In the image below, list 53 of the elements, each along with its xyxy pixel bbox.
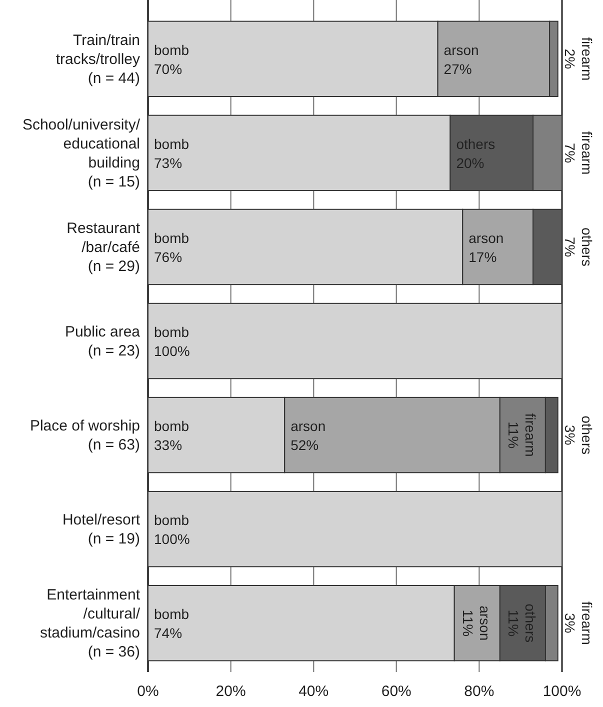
data-label: 27% xyxy=(444,60,472,77)
text: bomb xyxy=(154,512,190,528)
data-label: 11% xyxy=(506,422,522,449)
data-label: 3% xyxy=(562,612,578,634)
text: bomb xyxy=(154,324,190,340)
text: firearm xyxy=(579,601,595,645)
text: firearm xyxy=(579,131,595,175)
data-label: 100% xyxy=(154,531,190,548)
text: arson xyxy=(477,606,494,641)
data-label: 70% xyxy=(154,60,182,77)
data-label: 7% xyxy=(562,142,578,164)
text: bomb xyxy=(154,136,190,152)
text: firearm xyxy=(579,37,595,81)
y-tick-label: Place of worship (n = 63) xyxy=(30,418,140,454)
data-label: 74% xyxy=(154,625,182,642)
data-label: 17% xyxy=(468,248,497,265)
series-label: arson xyxy=(444,42,479,58)
x-tick-label: 20% xyxy=(216,683,246,700)
data-label: 3% xyxy=(562,424,578,446)
x-tick-label: 80% xyxy=(464,683,494,700)
y-tick-label: Public area (n = 23) xyxy=(64,324,141,360)
y-tick-label: Train/train tracks/trolley (n = 44) xyxy=(56,32,140,87)
text: arson xyxy=(290,418,326,434)
y-tick-label: School/university/ educational building (n = 15) xyxy=(22,116,141,190)
data-label: 33% xyxy=(154,437,182,454)
data-label: 11% xyxy=(460,610,476,637)
data-label: 11% xyxy=(506,610,522,637)
data-label: 73% xyxy=(154,154,182,171)
y-tick-label: Entertainment /cultural/ stadium/casino (n = 36) xyxy=(40,586,141,661)
text: others xyxy=(522,604,539,643)
text: bomb xyxy=(154,230,190,246)
x-tick-label: 100% xyxy=(542,683,582,700)
data-label: 76% xyxy=(154,248,182,265)
data-label: 52% xyxy=(290,437,319,454)
x-tick-label: 40% xyxy=(298,683,329,700)
text: others xyxy=(579,416,595,454)
bar xyxy=(148,490,562,568)
data-label: 2% xyxy=(562,48,578,70)
text: bomb xyxy=(154,606,190,622)
data-label: 20% xyxy=(456,154,484,171)
series-label: firearm xyxy=(522,413,539,457)
data-label: 7% xyxy=(562,236,578,258)
text: others xyxy=(579,228,595,266)
bar xyxy=(148,302,562,380)
text: bomb xyxy=(154,418,190,434)
y-tick-label: Restaurant /bar/café (n = 29) xyxy=(66,220,141,275)
y-tick-label: Hotel/resort (n = 19) xyxy=(62,512,141,548)
series-label: others xyxy=(456,136,496,152)
series-label: bomb xyxy=(154,42,190,58)
text: arson xyxy=(468,230,504,246)
x-tick-label: 60% xyxy=(381,683,412,700)
x-tick-label: 0% xyxy=(137,683,159,700)
data-label: 100% xyxy=(154,343,190,359)
